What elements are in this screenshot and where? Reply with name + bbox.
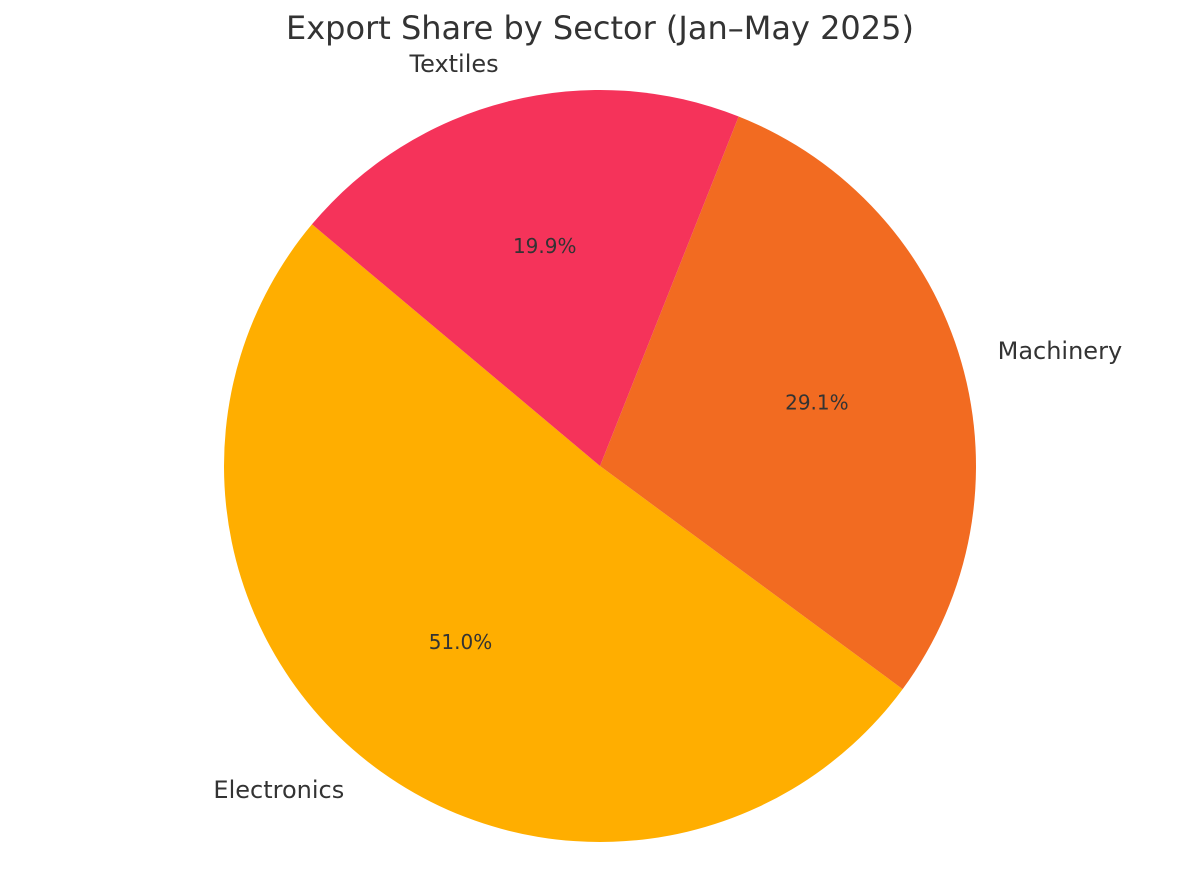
value-label: 29.1% (785, 390, 849, 414)
pie-slice (600, 116, 977, 690)
slice-label: Textiles (409, 50, 499, 78)
pie-slice (311, 89, 739, 466)
slice-label: Machinery (998, 337, 1123, 365)
pie-slice (223, 224, 903, 843)
slice-label: Electronics (213, 776, 344, 804)
chart-title: Export Share by Sector (Jan–May 2025) (286, 9, 914, 47)
value-label: 19.9% (513, 234, 577, 258)
value-label: 51.0% (429, 630, 493, 654)
